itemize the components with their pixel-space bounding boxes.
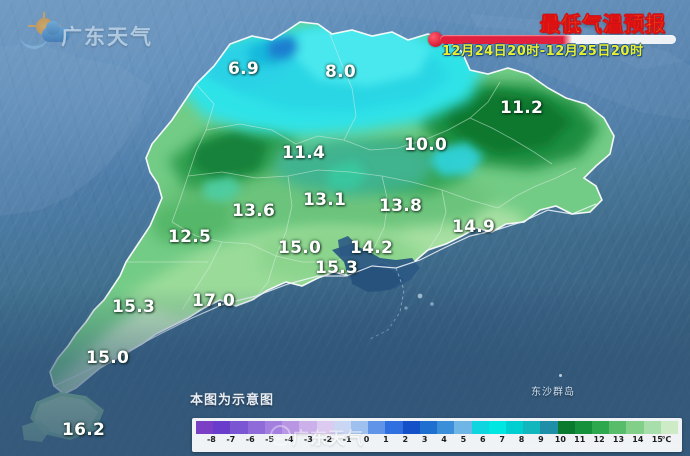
legend-swatch [282, 421, 300, 434]
temperature-label: 12.5 [168, 227, 212, 247]
legend-unit: ℃ [661, 435, 672, 444]
legend-swatch [230, 421, 248, 434]
cloud-icon [42, 21, 70, 42]
legend-tick: 15 [651, 435, 663, 444]
temperature-label: 13.1 [303, 190, 347, 210]
temperature-label: 15.3 [112, 297, 156, 317]
temperature-label: 17.0 [192, 291, 236, 311]
temperature-label: 6.9 [228, 59, 260, 79]
thermometer-tube [440, 35, 676, 44]
legend-swatch [368, 421, 386, 434]
sun-ray-icon [43, 12, 45, 19]
legend-color-bar [196, 421, 679, 434]
temperature-label: 14.2 [350, 238, 394, 258]
water-bodies [332, 236, 420, 292]
legend-swatch [196, 421, 214, 434]
legend-swatch [609, 421, 627, 434]
legend-tick: -7 [226, 435, 236, 444]
temperature-label: 16.2 [62, 420, 106, 440]
legend-tick: 2 [402, 435, 409, 444]
legend-tick: -8 [206, 435, 216, 444]
legend-swatch [505, 421, 524, 434]
legend-swatch [402, 421, 420, 434]
logo-swoosh-icon [19, 32, 49, 49]
legend-swatch [626, 421, 644, 434]
schematic-note: 本图为示意图 [190, 393, 275, 408]
legend-swatch [419, 421, 438, 434]
title-block: 最低气温预报 12月24日20时-12月25日20时 [424, 6, 680, 59]
legend-tick: 1 [383, 435, 389, 444]
temperature-legend: ℃ -8 -7 -6 -5 -4 -3 -2 -1 0 1 2 3 4 5 6 7 8 9 10 11 12 13 14 15 [192, 418, 682, 452]
sun-ray-icon [28, 25, 36, 27]
thermometer-icon [428, 32, 676, 47]
legend-swatch [643, 421, 661, 434]
legend-swatch [574, 421, 593, 434]
temperature-label: 14.9 [452, 217, 496, 237]
legend-tick: 14 [632, 435, 644, 444]
legend-swatch [264, 421, 283, 434]
legend-tick: 0 [363, 435, 370, 444]
legend-swatch [350, 421, 369, 434]
legend-tick: -5 [265, 435, 275, 444]
legend-tick: 3 [421, 435, 428, 444]
legend-swatch [540, 421, 558, 434]
dongsha-marker-icon [559, 374, 562, 377]
legend-tick: 7 [499, 435, 505, 444]
thermometer-bulb [428, 32, 443, 47]
legend-tick: 10 [554, 435, 566, 444]
legend-swatch [247, 421, 265, 434]
legend-swatch [213, 421, 231, 434]
legend-swatch [454, 421, 472, 434]
temperature-label: 11.2 [500, 98, 544, 118]
legend-tick: 9 [538, 435, 544, 444]
legend-swatch [592, 421, 610, 434]
legend-swatch [333, 421, 351, 434]
temperature-label: 13.6 [232, 201, 276, 221]
logo-text: 广东天气 [61, 25, 153, 49]
province-border [49, 21, 615, 395]
legend-swatch [316, 421, 334, 434]
temperature-label: 8.0 [325, 62, 357, 82]
legend-tick: -1 [342, 435, 352, 444]
legend-tick-labels: ℃ -8 -7 -6 -5 -4 -3 -2 -1 0 1 2 3 4 5 6 7 8 9 10 11 12 13 14 15 [196, 434, 678, 450]
legend-swatch [471, 421, 489, 434]
temperature-label: 10.0 [404, 135, 448, 155]
legend-tick: 8 [518, 435, 525, 444]
legend-swatch [299, 421, 317, 434]
page-title: 最低气温预报 [540, 12, 666, 37]
legend-tick: 11 [574, 435, 586, 444]
legend-swatch [385, 421, 403, 434]
legend-tick: -4 [284, 435, 294, 444]
legend-swatch [437, 421, 455, 434]
legend-tick: 13 [612, 435, 625, 444]
temperature-label: 15.0 [86, 348, 130, 368]
legend-tick: -3 [303, 435, 313, 444]
guangdong-weather-logo: 广东天气 [16, 12, 151, 52]
dongsha-islands-label: 东沙群岛 [531, 387, 575, 398]
legend-tick: 4 [441, 435, 447, 444]
forecast-date-range: 12月24日20时-12月25日20时 [442, 44, 644, 59]
legend-tick: -6 [245, 435, 255, 444]
legend-swatch [660, 421, 679, 434]
temperature-label: 13.8 [379, 196, 423, 216]
legend-swatch [523, 421, 541, 434]
prefecture-borders [126, 33, 577, 311]
legend-tick: -2 [323, 435, 333, 444]
legend-swatch [488, 421, 506, 434]
temperature-label: 15.0 [278, 238, 322, 258]
temperature-label: 11.4 [282, 143, 326, 163]
legend-tick: 5 [460, 435, 467, 444]
legend-tick: 6 [480, 435, 486, 444]
temperature-label: 15.3 [315, 258, 359, 278]
legend-swatch [557, 421, 575, 434]
legend-tick: 12 [593, 435, 605, 444]
